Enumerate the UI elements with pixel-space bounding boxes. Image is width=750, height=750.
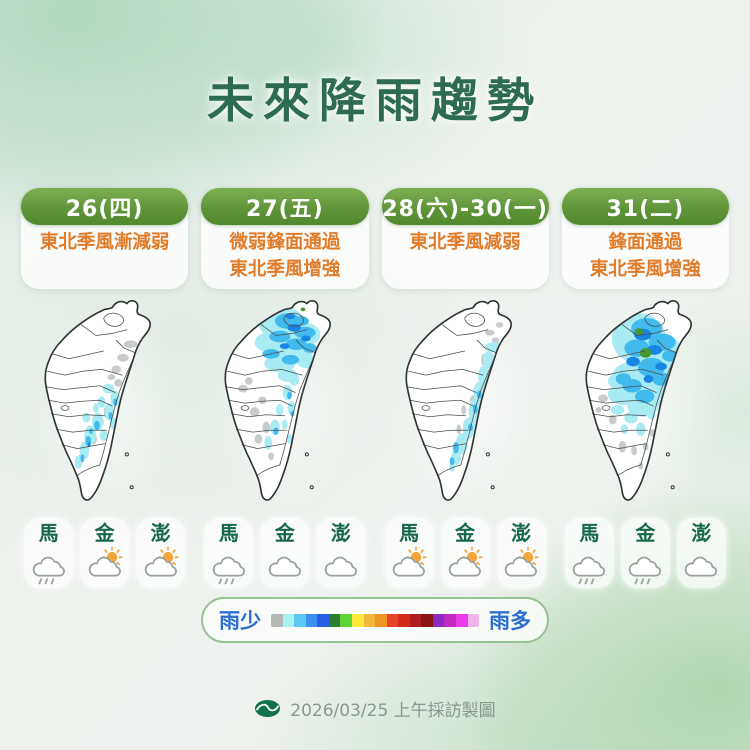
cwa-logo-icon bbox=[255, 700, 281, 717]
colorbar-segment bbox=[375, 613, 387, 627]
partly-sunny-icon bbox=[140, 546, 182, 586]
cloudy-icon bbox=[264, 546, 306, 586]
forecast-card: 28(六)-30(一) 東北季風減弱 bbox=[381, 188, 549, 289]
colorbar-segment bbox=[398, 613, 410, 627]
partly-sunny-icon bbox=[444, 546, 486, 586]
footer: 2026/03/25 上午採訪製圖 bbox=[0, 696, 750, 721]
island-kinmen: 金 bbox=[80, 518, 130, 588]
colorbar-segment bbox=[444, 613, 456, 627]
colorbar-segment bbox=[421, 613, 433, 627]
island-penghu: 澎 bbox=[136, 518, 186, 588]
island-label: 馬 bbox=[399, 521, 420, 545]
colorbar-segment bbox=[317, 613, 329, 627]
island-kinmen: 金 bbox=[440, 518, 490, 588]
taiwan-rain-map bbox=[561, 292, 729, 524]
forecast-column-27: 27(五) 微弱鋒面通過 東北季風增強 bbox=[201, 188, 369, 588]
colorbar-segment bbox=[340, 613, 352, 627]
island-penghu: 澎 bbox=[676, 518, 726, 588]
cloudy-icon bbox=[680, 546, 722, 586]
rain-cloud-icon bbox=[28, 546, 70, 586]
date-badge: 31(二) bbox=[561, 188, 729, 225]
forecast-description: 微弱鋒面通過 東北季風增強 bbox=[229, 232, 341, 280]
island-label: 金 bbox=[635, 521, 656, 545]
forecast-description: 鋒面通過 東北季風增強 bbox=[589, 232, 701, 280]
taiwan-rain-map bbox=[21, 292, 189, 524]
island-penghu: 澎 bbox=[496, 518, 546, 588]
island-matsu: 馬 bbox=[24, 518, 74, 588]
island-kinmen: 金 bbox=[260, 518, 310, 588]
legend-less-label: 雨少 bbox=[219, 609, 261, 633]
partly-sunny-icon bbox=[500, 546, 542, 586]
forecast-description: 東北季風漸減弱 bbox=[39, 232, 170, 253]
colorbar-segment bbox=[294, 613, 306, 627]
colorbar-segment bbox=[328, 613, 341, 627]
page-title: 未來降雨趨勢 bbox=[207, 74, 543, 129]
offshore-islands-row: 馬 金 澎 bbox=[562, 518, 729, 588]
island-label: 澎 bbox=[330, 521, 351, 545]
rain-cloud-icon bbox=[624, 546, 666, 586]
partly-sunny-icon bbox=[84, 546, 126, 586]
forecast-column-28-30: 28(六)-30(一) 東北季風減弱 馬 bbox=[381, 188, 549, 588]
island-label: 澎 bbox=[150, 521, 171, 545]
island-matsu: 馬 bbox=[564, 518, 614, 588]
legend-more-label: 雨多 bbox=[489, 609, 531, 633]
date-badge: 28(六)-30(一) bbox=[381, 188, 549, 225]
forecast-card: 26(四) 東北季風漸減弱 bbox=[21, 188, 189, 289]
island-matsu: 馬 bbox=[204, 518, 254, 588]
island-label: 金 bbox=[94, 521, 115, 545]
taiwan-rain-map bbox=[201, 292, 369, 524]
colorbar-segment bbox=[282, 613, 295, 627]
colorbar-segment bbox=[432, 613, 445, 627]
island-label: 金 bbox=[455, 521, 476, 545]
island-label: 澎 bbox=[691, 521, 712, 545]
cloudy-icon bbox=[320, 546, 362, 586]
date-badge: 26(四) bbox=[21, 188, 189, 225]
island-kinmen: 金 bbox=[620, 518, 670, 588]
taiwan-rain-map bbox=[381, 292, 549, 524]
forecast-column-26: 26(四) 東北季風漸減弱 bbox=[21, 188, 189, 588]
offshore-islands-row: 馬 金 澎 bbox=[382, 518, 549, 588]
rain-cloud-icon bbox=[208, 546, 250, 586]
offshore-islands-row: 馬 金 澎 bbox=[201, 518, 368, 588]
rain-cloud-icon bbox=[568, 546, 610, 586]
island-label: 馬 bbox=[579, 521, 600, 545]
island-label: 澎 bbox=[511, 521, 532, 545]
partly-sunny-icon bbox=[388, 546, 430, 586]
colorbar-segment bbox=[305, 613, 318, 627]
forecast-card: 31(二) 鋒面通過 東北季風增強 bbox=[561, 188, 729, 289]
forecast-card: 27(五) 微弱鋒面通過 東北季風增強 bbox=[201, 188, 369, 289]
colorbar-segment bbox=[467, 613, 479, 627]
forecast-column-31: 31(二) 鋒面通過 東北季風增強 bbox=[561, 188, 729, 588]
colorbar-segment bbox=[386, 613, 399, 627]
footer-caption: 2026/03/25 上午採訪製圖 bbox=[290, 701, 496, 721]
forecast-columns: 26(四) 東北季風漸減弱 bbox=[21, 188, 729, 588]
island-label: 馬 bbox=[38, 521, 59, 545]
colorbar-segment bbox=[409, 613, 422, 627]
island-penghu: 澎 bbox=[316, 518, 366, 588]
rain-colorbar bbox=[271, 613, 479, 627]
island-label: 金 bbox=[274, 521, 295, 545]
colorbar-segment bbox=[456, 613, 468, 627]
colorbar-segment bbox=[351, 613, 364, 627]
island-label: 馬 bbox=[218, 521, 239, 545]
rain-intensity-legend: 雨少 雨多 bbox=[201, 597, 549, 643]
island-matsu: 馬 bbox=[384, 518, 434, 588]
colorbar-segment bbox=[363, 613, 376, 627]
colorbar-segment bbox=[271, 613, 283, 627]
forecast-description: 東北季風減弱 bbox=[409, 232, 521, 253]
date-badge: 27(五) bbox=[201, 188, 369, 225]
offshore-islands-row: 馬 金 澎 bbox=[21, 518, 188, 588]
